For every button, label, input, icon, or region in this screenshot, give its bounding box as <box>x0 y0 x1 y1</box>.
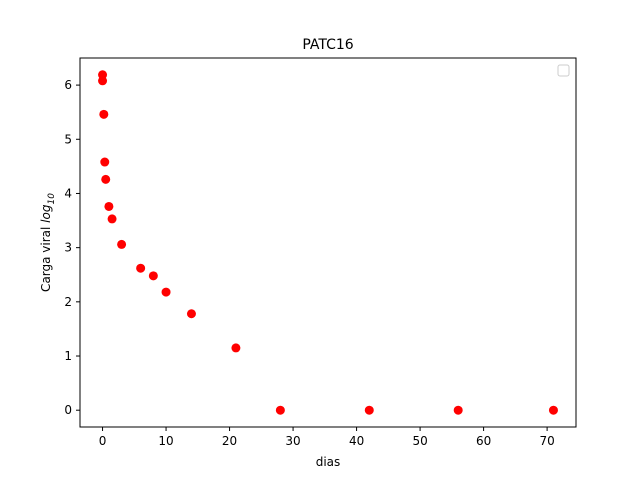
data-point <box>117 239 127 249</box>
data-point <box>107 214 117 224</box>
y-tick-label: 2 <box>64 295 72 309</box>
y-tick-label: 6 <box>64 78 72 92</box>
data-point <box>101 174 111 184</box>
y-axis-ticks: 0 1 2 3 4 5 6 <box>64 78 80 417</box>
data-point <box>231 343 241 353</box>
x-tick-label: 20 <box>222 434 237 448</box>
plot-frame <box>79 57 577 428</box>
data-point <box>453 405 463 415</box>
y-tick-label: 5 <box>64 132 72 146</box>
y-tick-label: 0 <box>64 403 72 417</box>
x-axis-ticks: 0 10 20 30 40 50 60 70 <box>99 427 555 448</box>
data-points <box>98 70 558 415</box>
y-tick-label: 3 <box>64 241 72 255</box>
legend-box <box>557 64 570 77</box>
data-point <box>161 287 171 297</box>
x-tick-label: 10 <box>158 434 173 448</box>
data-point <box>364 405 374 415</box>
x-tick-label: 0 <box>99 434 107 448</box>
data-point <box>548 405 558 415</box>
data-point <box>136 263 146 273</box>
y-axis-label: Carga viral log10 <box>39 193 57 292</box>
y-axis-label-prefix: Carga viral <box>39 223 53 292</box>
x-tick-label: 60 <box>476 434 491 448</box>
data-point <box>275 405 285 415</box>
data-point <box>99 109 109 119</box>
data-point <box>186 309 196 319</box>
data-point <box>100 157 110 167</box>
x-tick-label: 50 <box>412 434 427 448</box>
y-axis-label-log: log <box>39 204 53 223</box>
x-tick-label: 70 <box>539 434 554 448</box>
data-point <box>98 76 108 86</box>
data-point <box>104 201 114 211</box>
y-tick-label: 1 <box>64 349 72 363</box>
x-axis-label: dias <box>316 455 341 469</box>
y-tick-label: 4 <box>64 186 72 200</box>
x-tick-label: 40 <box>349 434 364 448</box>
chart-title: PATC16 <box>302 37 353 53</box>
y-axis-label-subscript: 10 <box>47 193 57 205</box>
data-point <box>148 271 158 281</box>
x-tick-label: 30 <box>285 434 300 448</box>
